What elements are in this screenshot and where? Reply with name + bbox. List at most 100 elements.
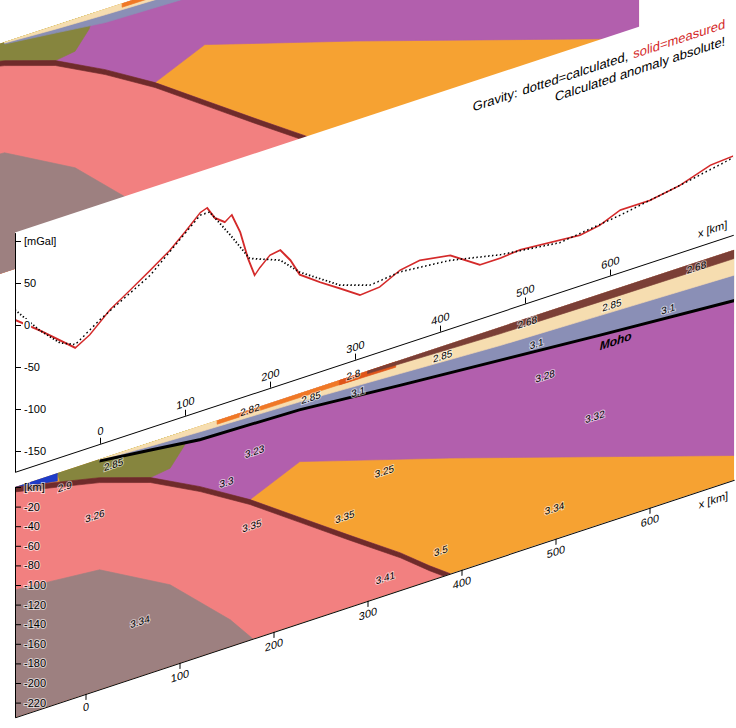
line-label: Moho xyxy=(600,329,632,353)
tick: -100 xyxy=(15,403,47,415)
tick-label: -60 xyxy=(24,540,40,552)
body xyxy=(15,511,253,717)
density-label: 3.23 xyxy=(245,443,265,460)
tick: 400 xyxy=(431,310,449,335)
tick: 100 xyxy=(171,660,189,685)
tick-label: 0 xyxy=(83,700,89,714)
tick-label: -180 xyxy=(24,657,46,669)
y-axis: [km]-20-40-60-80-100-120-140-160-180-200… xyxy=(15,481,46,718)
tick-label: [mGal] xyxy=(24,235,56,247)
tick-mark xyxy=(15,507,21,508)
tick: -50 xyxy=(15,361,41,373)
tick-mark xyxy=(525,298,526,304)
density-label: 2.82 xyxy=(240,401,260,418)
axis-line xyxy=(15,233,16,472)
density-label: 2.85 xyxy=(602,297,622,314)
tick: -120 xyxy=(15,599,46,611)
density-label: 3.35 xyxy=(242,517,262,534)
tick-mark xyxy=(15,663,21,664)
tick-mark xyxy=(15,703,21,704)
tick-label: -220 xyxy=(24,697,46,709)
tick-label: 500 xyxy=(516,282,534,300)
density-label: 3.41 xyxy=(376,569,396,586)
tick-label: 100 xyxy=(171,667,189,685)
tick: 600 xyxy=(641,505,659,530)
tick-mark xyxy=(610,269,611,275)
tick-label: -200 xyxy=(24,677,46,689)
label-patch xyxy=(23,361,41,373)
tick-mark xyxy=(355,354,356,360)
tick-label: 400 xyxy=(453,574,471,592)
tick-label: 400 xyxy=(431,310,449,328)
density-label: 3.32 xyxy=(585,408,605,425)
density-label: 2.85 xyxy=(433,348,453,365)
tick-label: -100 xyxy=(24,403,46,415)
tick: 300 xyxy=(346,338,364,363)
x-axis: 0 100 200 300 400 500 600 xyxy=(16,480,735,728)
figure: 0100200300400500600x [km]Gravity:dotted=… xyxy=(0,0,736,728)
density-label: 3.35 xyxy=(335,508,355,525)
tick: -20 xyxy=(15,501,40,513)
tick-label: -20 xyxy=(24,501,40,513)
tick-mark xyxy=(15,683,21,684)
body xyxy=(122,0,263,8)
body xyxy=(15,250,734,718)
tick: -150 xyxy=(15,445,47,457)
tick-label: -150 xyxy=(24,445,46,457)
tick: 600 xyxy=(601,254,619,279)
tick-mark xyxy=(273,632,274,638)
tick-mark xyxy=(15,526,21,527)
label-patch xyxy=(23,403,47,415)
tick-label: 0 xyxy=(24,319,30,331)
tick-mark xyxy=(15,624,21,625)
tick-label: 50 xyxy=(24,277,36,289)
density-label: 3.1 xyxy=(661,301,675,316)
tick-mark xyxy=(461,570,462,576)
tick-mark xyxy=(270,382,271,388)
tick-mark xyxy=(15,487,21,488)
tick: 0 xyxy=(83,693,89,714)
tick-label: 300 xyxy=(359,605,377,623)
density-label: 3.3 xyxy=(220,475,234,490)
tick-mark xyxy=(185,410,186,416)
label-patch xyxy=(23,277,37,289)
subtitle: Calculated anomaly absolute! xyxy=(555,34,725,105)
tick-label: 600 xyxy=(641,512,659,530)
tick-label: 200 xyxy=(261,366,279,384)
tick: 500 xyxy=(547,536,565,561)
tick: -220 xyxy=(15,697,46,709)
tick-mark xyxy=(179,663,180,669)
tick: -80 xyxy=(15,559,40,571)
density-label: 2.9 xyxy=(58,479,72,494)
tick-mark xyxy=(15,605,21,606)
tick-label: 500 xyxy=(547,543,565,561)
tick-mark xyxy=(15,325,21,326)
tick-mark xyxy=(649,508,650,514)
density-label: 3.26 xyxy=(85,507,105,524)
model-panel: Moho3.253.343.353.263.353.413.343.233.33… xyxy=(15,244,735,728)
density-label: 3.34 xyxy=(545,500,565,517)
label-patch xyxy=(23,235,57,247)
tick: 200 xyxy=(261,366,279,391)
tick-label: -50 xyxy=(24,361,40,373)
tick: -100 xyxy=(15,579,46,591)
body xyxy=(5,0,640,68)
tick: -140 xyxy=(15,618,46,630)
tick-mark xyxy=(440,326,441,332)
tick-mark xyxy=(555,539,556,545)
tick-label: -40 xyxy=(24,520,40,532)
tick: 400 xyxy=(453,567,471,592)
axis-title: x [km] xyxy=(699,489,728,510)
y-axis: [mGal] 50 0 -50 -100 -150 xyxy=(15,233,57,472)
title: Gravity: xyxy=(473,85,518,114)
tick-label: 200 xyxy=(265,636,283,654)
body xyxy=(100,250,735,485)
body xyxy=(100,250,735,665)
tick-label: -80 xyxy=(24,559,40,571)
tick-label: 600 xyxy=(601,254,619,272)
tick: [km] xyxy=(15,481,45,493)
legend: Gravity:dotted=calculated,solid=measured xyxy=(473,17,725,115)
tick-mark xyxy=(100,438,101,444)
density-label: 3.1 xyxy=(351,384,365,399)
label-patch xyxy=(23,319,31,331)
